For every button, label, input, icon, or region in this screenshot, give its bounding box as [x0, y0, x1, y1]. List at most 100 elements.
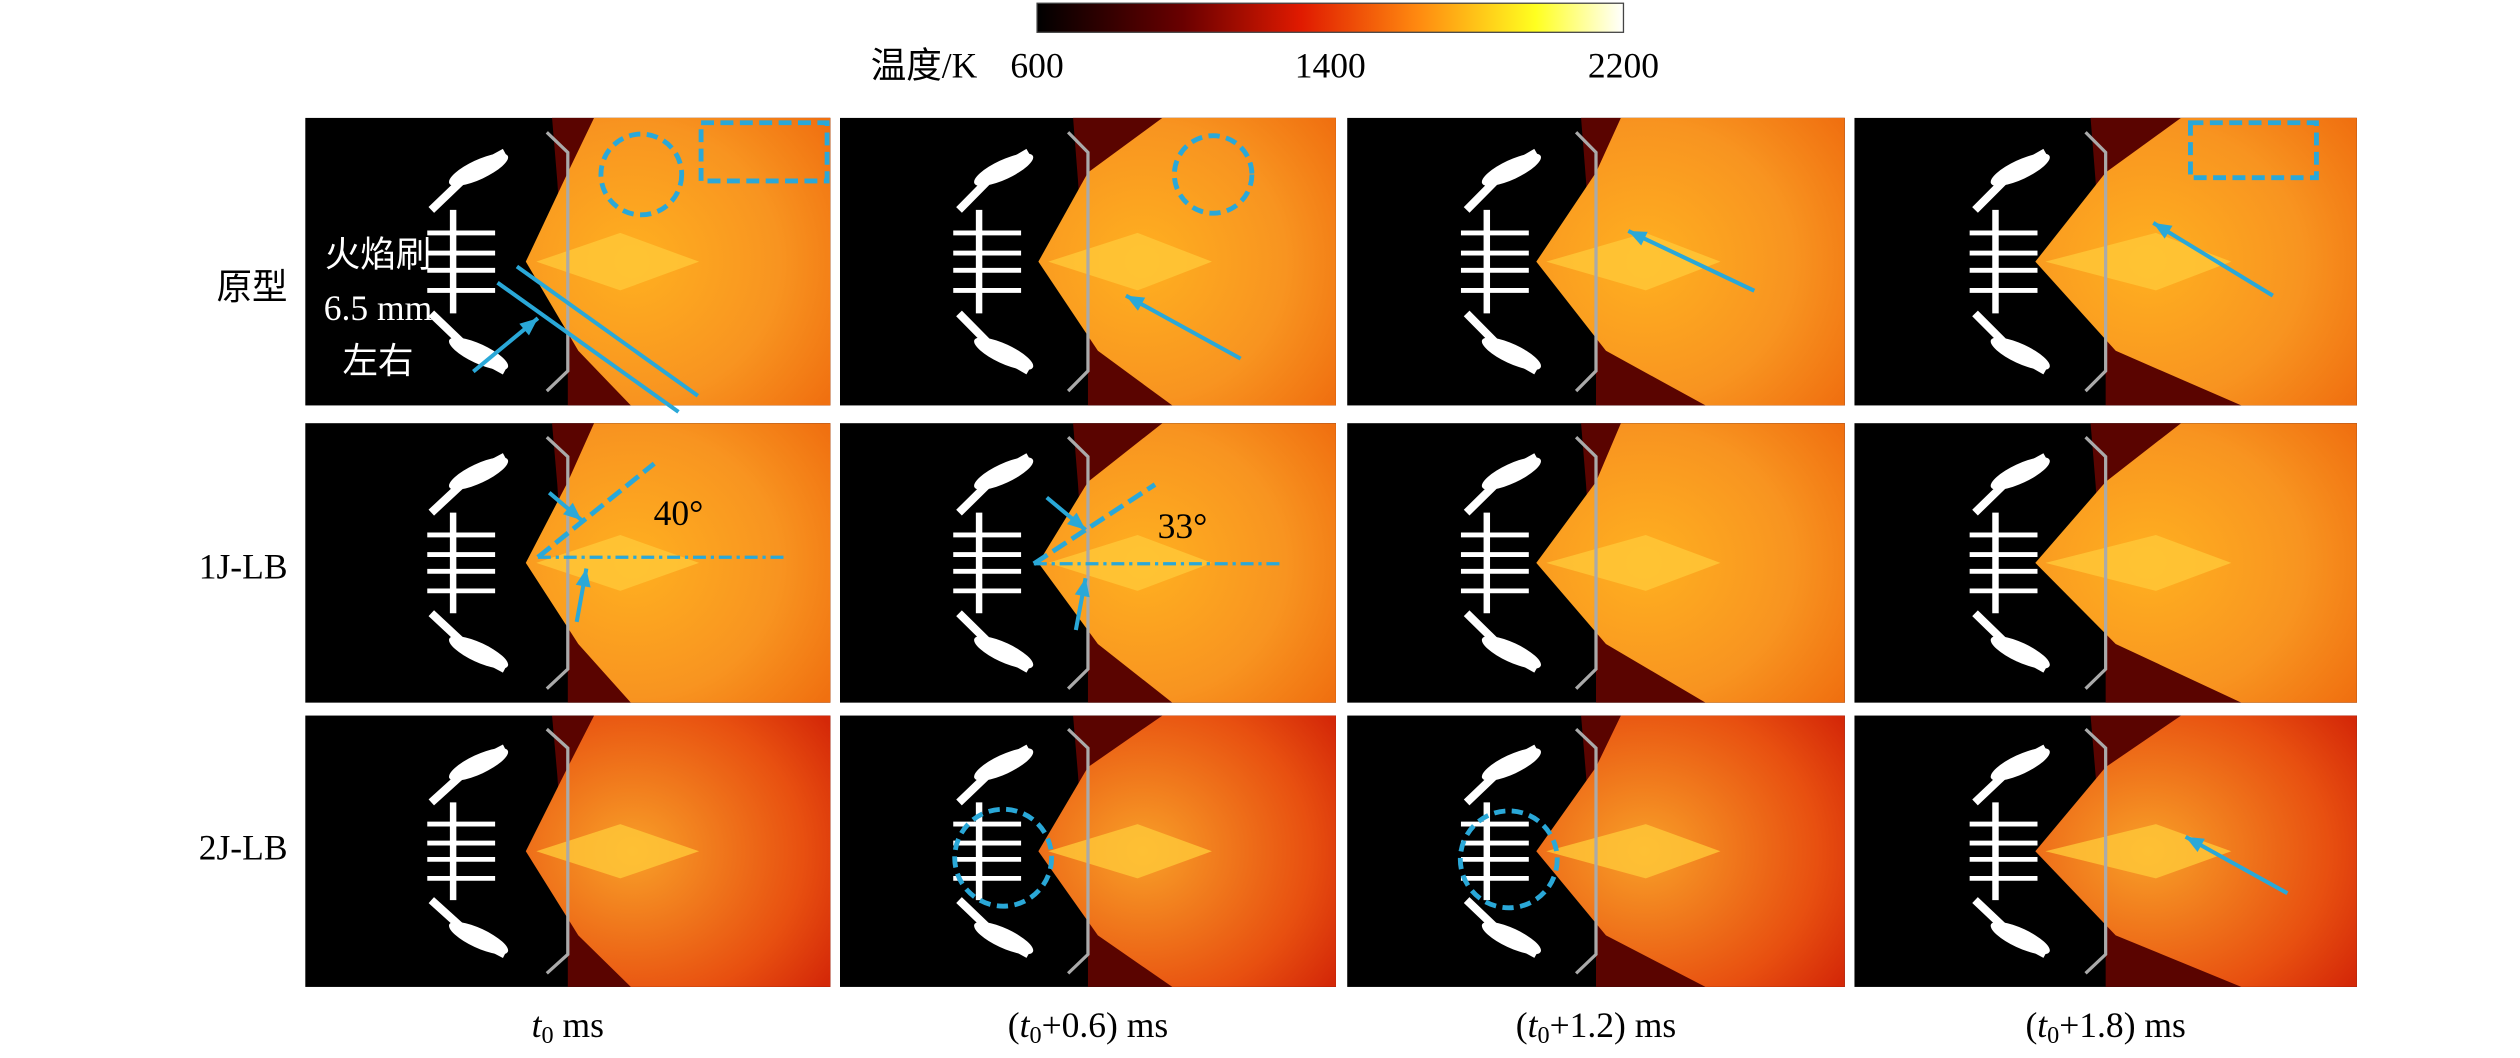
- arrow-shaft: [2152, 221, 2274, 298]
- chamber-wall: [1574, 727, 1598, 975]
- panel: [1347, 117, 1845, 406]
- arrow-head: [2153, 222, 2173, 239]
- arrow-shaft: [1627, 229, 1756, 293]
- panel: [1854, 117, 2357, 406]
- annotation: 左右: [342, 341, 413, 381]
- chamber-wall: [1574, 131, 1598, 393]
- edge-line: [536, 461, 656, 560]
- brush-line: [515, 264, 700, 398]
- column-label-sub: 0: [2047, 1022, 2059, 1049]
- flame-core: [536, 534, 700, 591]
- column-label-sub: 0: [1538, 1022, 1550, 1049]
- column-label-suffix: +0.6) ms: [1042, 1005, 1169, 1045]
- panel: [305, 715, 831, 987]
- column-label-var: t: [2037, 1005, 2048, 1045]
- arrow-head: [1125, 295, 1146, 311]
- column-label-sub: 0: [542, 1022, 554, 1049]
- chamber-wall: [2084, 131, 2108, 393]
- chamber-wall: [1574, 436, 1598, 690]
- arrow-shaft: [1124, 293, 1242, 361]
- swirler: [974, 921, 1034, 955]
- column-label: (t0+1.8) ms: [2025, 1005, 2185, 1048]
- highlight-circle: [598, 131, 685, 218]
- row-label: 2J-LB: [199, 827, 288, 867]
- swirler: [1990, 457, 2050, 490]
- panel: [1854, 423, 2357, 703]
- swirler: [448, 457, 509, 490]
- arrow-head: [519, 318, 538, 336]
- arrow-shaft: [2184, 834, 2289, 896]
- panel: [1854, 715, 2357, 987]
- chamber-wall: [1067, 727, 1090, 975]
- swirler: [1481, 153, 1541, 186]
- swirler: [448, 636, 509, 669]
- column-label-suffix: +1.2) ms: [1550, 1005, 1677, 1045]
- colorbar-label: 温度/K: [871, 46, 978, 86]
- chamber-wall: [2084, 436, 2108, 690]
- flame-core: [1546, 824, 1721, 879]
- panel: [1347, 715, 1845, 987]
- annotation: 6.5 mm: [324, 288, 433, 328]
- arrow-head: [563, 502, 582, 521]
- arrow-head: [2185, 836, 2205, 852]
- column-label-var: t: [532, 1005, 543, 1045]
- colorbar-tick-label: 2200: [1588, 46, 1659, 86]
- flame-core: [2045, 534, 2232, 591]
- arrow-head: [575, 568, 591, 588]
- swirler: [1481, 748, 1541, 781]
- column-label: t0 ms: [532, 1005, 604, 1048]
- flame-core: [536, 824, 700, 879]
- highlight-circle: [1171, 133, 1255, 216]
- swirler: [974, 636, 1034, 669]
- panel: [1347, 423, 1845, 703]
- swirler: [448, 153, 509, 186]
- swirler: [1990, 337, 2050, 370]
- column-label-prefix: (: [1516, 1005, 1528, 1045]
- flame-core: [2045, 232, 2232, 291]
- swirler: [1481, 337, 1541, 370]
- panel: [305, 423, 831, 703]
- chamber-wall: [545, 131, 570, 393]
- swirler: [448, 748, 509, 781]
- swirler: [974, 337, 1034, 370]
- column-label-prefix: (: [1008, 1005, 1020, 1045]
- chamber-wall: [2084, 727, 2108, 975]
- arrow-head: [1628, 230, 1648, 246]
- swirler: [1481, 921, 1541, 955]
- swirler: [974, 748, 1034, 781]
- colorbar-tick-label: 1400: [1295, 46, 1366, 86]
- arrow-head: [1066, 512, 1086, 530]
- column-label-suffix: +1.8) ms: [2059, 1005, 2186, 1045]
- swirler: [1990, 153, 2050, 186]
- column-label-sub: 0: [1029, 1022, 1041, 1049]
- swirler: [448, 337, 509, 370]
- flame-core: [1546, 534, 1721, 591]
- colorbar-tick-label: 600: [1010, 46, 1063, 86]
- swirler: [1990, 921, 2050, 955]
- flame-core: [1048, 824, 1212, 879]
- swirler: [1481, 636, 1541, 669]
- arrow-head: [1074, 578, 1090, 598]
- column-label-var: t: [1528, 1005, 1539, 1045]
- swirler: [974, 457, 1034, 490]
- swirler: [974, 153, 1034, 186]
- column-label-var: t: [1020, 1005, 1031, 1045]
- swirler: [448, 921, 509, 955]
- flame-core: [1546, 232, 1721, 291]
- highlight-box: [2188, 120, 2319, 181]
- annotation: 40°: [654, 493, 704, 533]
- column-label: (t0+0.6) ms: [1008, 1005, 1168, 1048]
- row-label: 1J-LB: [199, 546, 288, 586]
- panel: [840, 715, 1336, 987]
- annotation: 火焰刷: [325, 235, 432, 275]
- chamber-wall: [545, 727, 570, 975]
- highlight-circle: [952, 806, 1055, 909]
- highlight-circle: [1457, 808, 1560, 911]
- chamber-wall: [1066, 131, 1090, 393]
- flame-core: [2045, 824, 2232, 879]
- colorbar: [1036, 2, 1625, 33]
- column-label: (t0+1.2) ms: [1516, 1005, 1676, 1048]
- chamber-wall: [545, 435, 570, 690]
